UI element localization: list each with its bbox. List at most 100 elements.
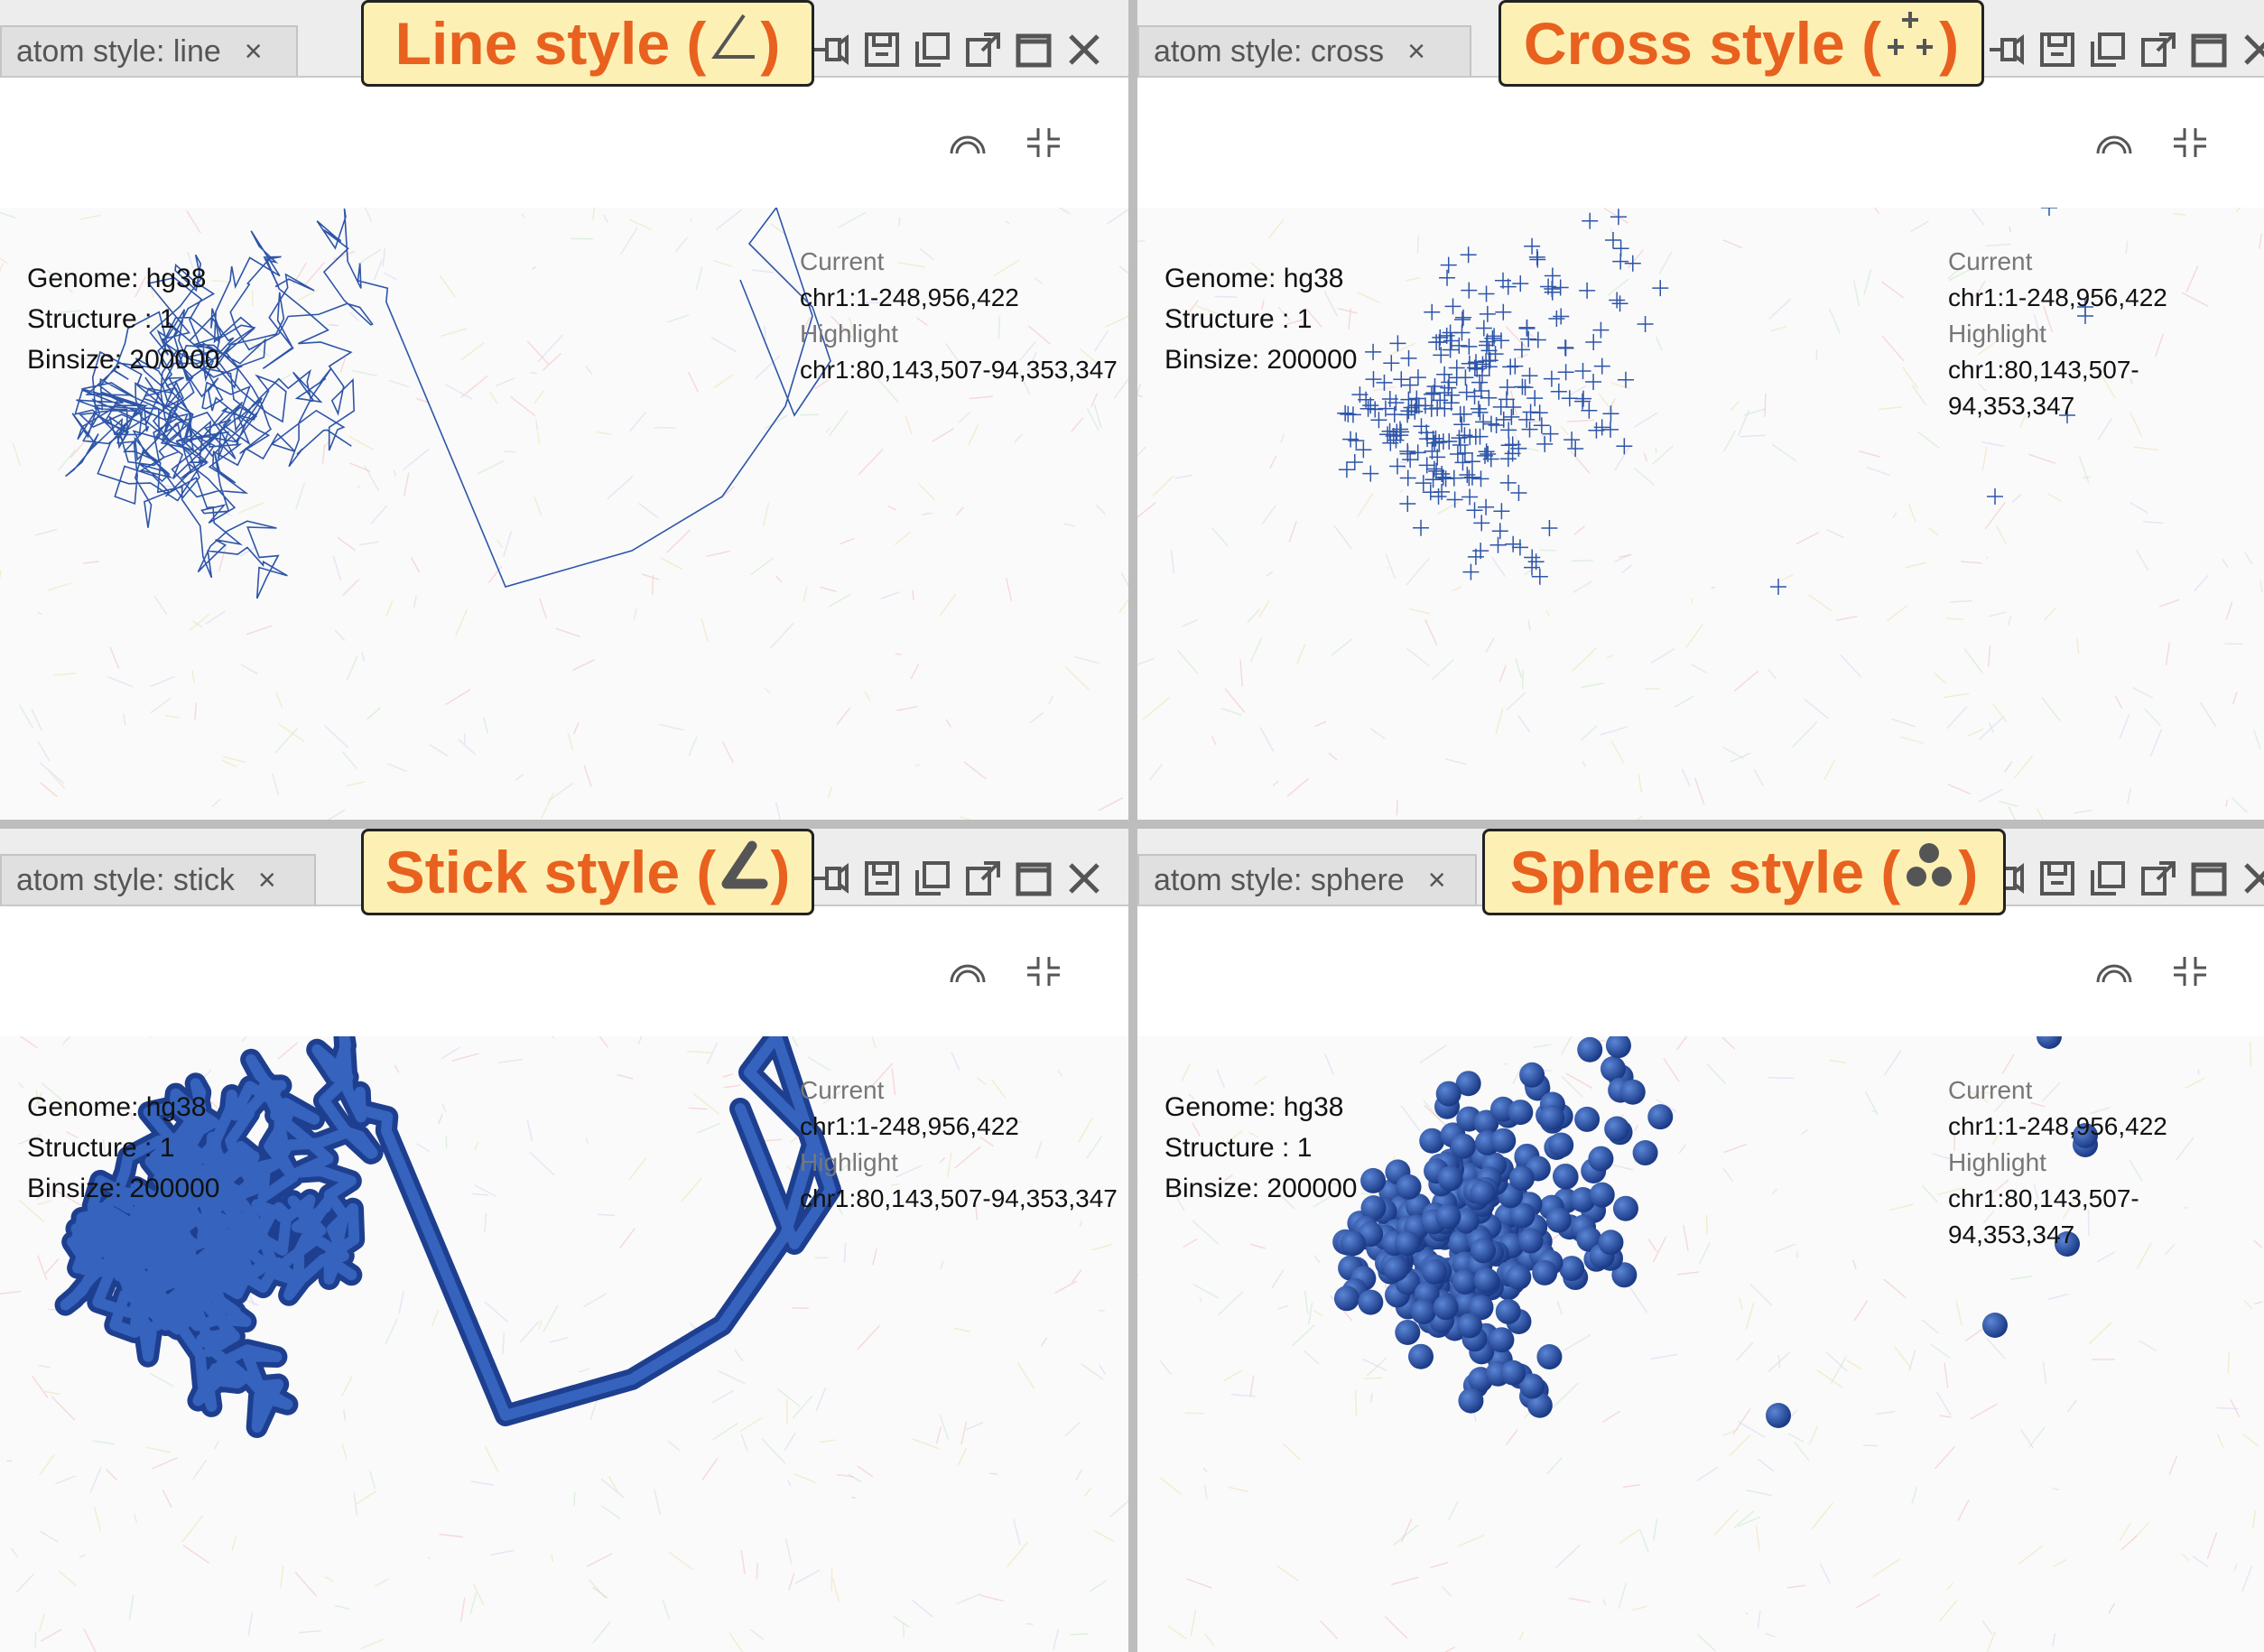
popout-icon[interactable] <box>2138 858 2179 899</box>
view-controls <box>2094 955 2210 988</box>
save-icon[interactable] <box>861 29 903 70</box>
structure-label: Structure : 1 <box>27 1133 175 1163</box>
chromosome-structure-stick <box>0 1036 1128 1652</box>
tab-label: atom style: line <box>16 33 221 69</box>
highlight-label: Highlight <box>800 320 898 348</box>
toolbar <box>1986 27 2264 72</box>
panel-line: atom style: line × Line style ( ) Genome… <box>0 0 1128 820</box>
structure-viewport[interactable] <box>1137 208 2264 820</box>
background-faint-structure <box>1137 208 2263 820</box>
toolbar <box>811 856 1105 901</box>
genome-label: Genome: hg38 <box>27 264 207 293</box>
view-controls <box>2094 126 2210 159</box>
maximize-icon[interactable] <box>2188 29 2230 70</box>
highlight-value: chr1:80,143,507-94,353,347 <box>1948 1184 2139 1248</box>
copy-icon[interactable] <box>912 858 953 899</box>
current-value: chr1:1-248,956,422 <box>800 283 1019 311</box>
structure-viewport[interactable] <box>0 1036 1128 1652</box>
arc-icon[interactable] <box>948 955 988 988</box>
sphere-atoms <box>1332 1036 2098 1428</box>
tab-close-icon[interactable]: × <box>244 33 263 69</box>
close-icon[interactable] <box>1063 29 1105 70</box>
compress-icon[interactable] <box>1024 126 1063 159</box>
copy-icon[interactable] <box>2087 29 2129 70</box>
view-controls <box>948 955 1063 988</box>
panel-cross: atom style: cross × Cross style ( ) Geno… <box>1137 0 2264 820</box>
copy-icon[interactable] <box>912 29 953 70</box>
save-icon[interactable] <box>2037 858 2078 899</box>
callout-label: Line style ( <box>394 10 707 77</box>
structure-viewport[interactable] <box>0 208 1128 820</box>
line-atoms <box>65 208 831 599</box>
callout-close: ) <box>760 10 781 77</box>
callout-line-style: Line style ( ) <box>361 0 814 87</box>
tab-atom-style-sphere[interactable]: atom style: sphere × <box>1137 854 1477 905</box>
callout-sphere-style: Sphere style ( ) <box>1482 829 2006 915</box>
popout-icon[interactable] <box>2138 29 2179 70</box>
popout-icon[interactable] <box>962 858 1004 899</box>
close-icon[interactable] <box>1063 858 1105 899</box>
cross-points-icon <box>1883 8 1937 79</box>
tab-close-icon[interactable]: × <box>1407 33 1425 69</box>
save-icon[interactable] <box>861 858 903 899</box>
region-info: Current chr1:1-248,956,422 Highlight chr… <box>1948 1072 2264 1253</box>
arc-icon[interactable] <box>2094 955 2134 988</box>
pin-icon[interactable] <box>811 29 852 70</box>
pin-icon[interactable] <box>811 858 852 899</box>
compress-icon[interactable] <box>2170 126 2210 159</box>
structure-label: Structure : 1 <box>1164 1133 1313 1163</box>
highlight-label: Highlight <box>1948 1148 2046 1176</box>
callout-close: ) <box>770 839 791 905</box>
structure-label: Structure : 1 <box>27 304 175 334</box>
current-label: Current <box>1948 247 2033 275</box>
genome-label: Genome: hg38 <box>1164 1092 1344 1122</box>
tab-label: atom style: stick <box>16 862 235 897</box>
callout-stick-style: Stick style ( ) <box>361 829 814 915</box>
stick-atoms <box>54 1036 841 1438</box>
close-icon[interactable] <box>2239 29 2264 70</box>
compress-icon[interactable] <box>1024 955 1063 988</box>
chromosome-structure-cross <box>1137 208 2263 820</box>
chromosome-structure-line <box>0 208 1128 820</box>
maximize-icon[interactable] <box>2188 858 2230 899</box>
callout-close: ) <box>1958 839 1979 905</box>
spheres-icon <box>1902 838 1956 906</box>
maximize-icon[interactable] <box>1013 29 1054 70</box>
tab-atom-style-stick[interactable]: atom style: stick × <box>0 854 316 905</box>
popout-icon[interactable] <box>962 29 1004 70</box>
panel-sphere: atom style: sphere × Sphere style ( ) Ge… <box>1137 829 2264 1652</box>
structure-info: Genome: hg38 Structure : 1 Binsize: 2000… <box>27 1087 220 1209</box>
arc-icon[interactable] <box>2094 126 2134 159</box>
binsize-label: Binsize: 200000 <box>1164 345 1358 375</box>
panel-divider-horizontal[interactable] <box>0 820 2264 829</box>
tab-close-icon[interactable]: × <box>257 862 276 897</box>
arc-icon[interactable] <box>948 126 988 159</box>
tab-atom-style-cross[interactable]: atom style: cross × <box>1137 25 1471 76</box>
highlight-label: Highlight <box>1948 320 2046 348</box>
highlight-label: Highlight <box>800 1148 898 1176</box>
background-faint-structure <box>0 1036 1128 1652</box>
callout-close: ) <box>1939 10 1960 77</box>
current-value: chr1:1-248,956,422 <box>1948 1112 2167 1140</box>
current-label: Current <box>800 247 885 275</box>
highlight-value: chr1:80,143,507-94,353,347 <box>800 356 1118 384</box>
close-icon[interactable] <box>2239 858 2264 899</box>
structure-info: Genome: hg38 Structure : 1 Binsize: 2000… <box>27 258 220 380</box>
binsize-label: Binsize: 200000 <box>27 345 220 375</box>
cross-atoms <box>1337 208 2093 595</box>
compress-icon[interactable] <box>2170 955 2210 988</box>
save-icon[interactable] <box>2037 29 2078 70</box>
structure-info: Genome: hg38 Structure : 1 Binsize: 2000… <box>1164 1087 1358 1209</box>
structure-label: Structure : 1 <box>1164 304 1313 334</box>
copy-icon[interactable] <box>2087 858 2129 899</box>
tab-close-icon[interactable]: × <box>1427 862 1446 897</box>
genome-label: Genome: hg38 <box>1164 264 1344 293</box>
genome-label: Genome: hg38 <box>27 1092 207 1122</box>
panel-stick: atom style: stick × Stick style ( ) Geno… <box>0 829 1128 1652</box>
structure-viewport[interactable] <box>1137 1036 2264 1652</box>
region-info: Current chr1:1-248,956,422 Highlight chr… <box>800 1072 1118 1217</box>
tab-atom-style-line[interactable]: atom style: line × <box>0 25 298 76</box>
pin-icon[interactable] <box>1986 29 2027 70</box>
tab-label: atom style: cross <box>1154 33 1385 69</box>
maximize-icon[interactable] <box>1013 858 1054 899</box>
